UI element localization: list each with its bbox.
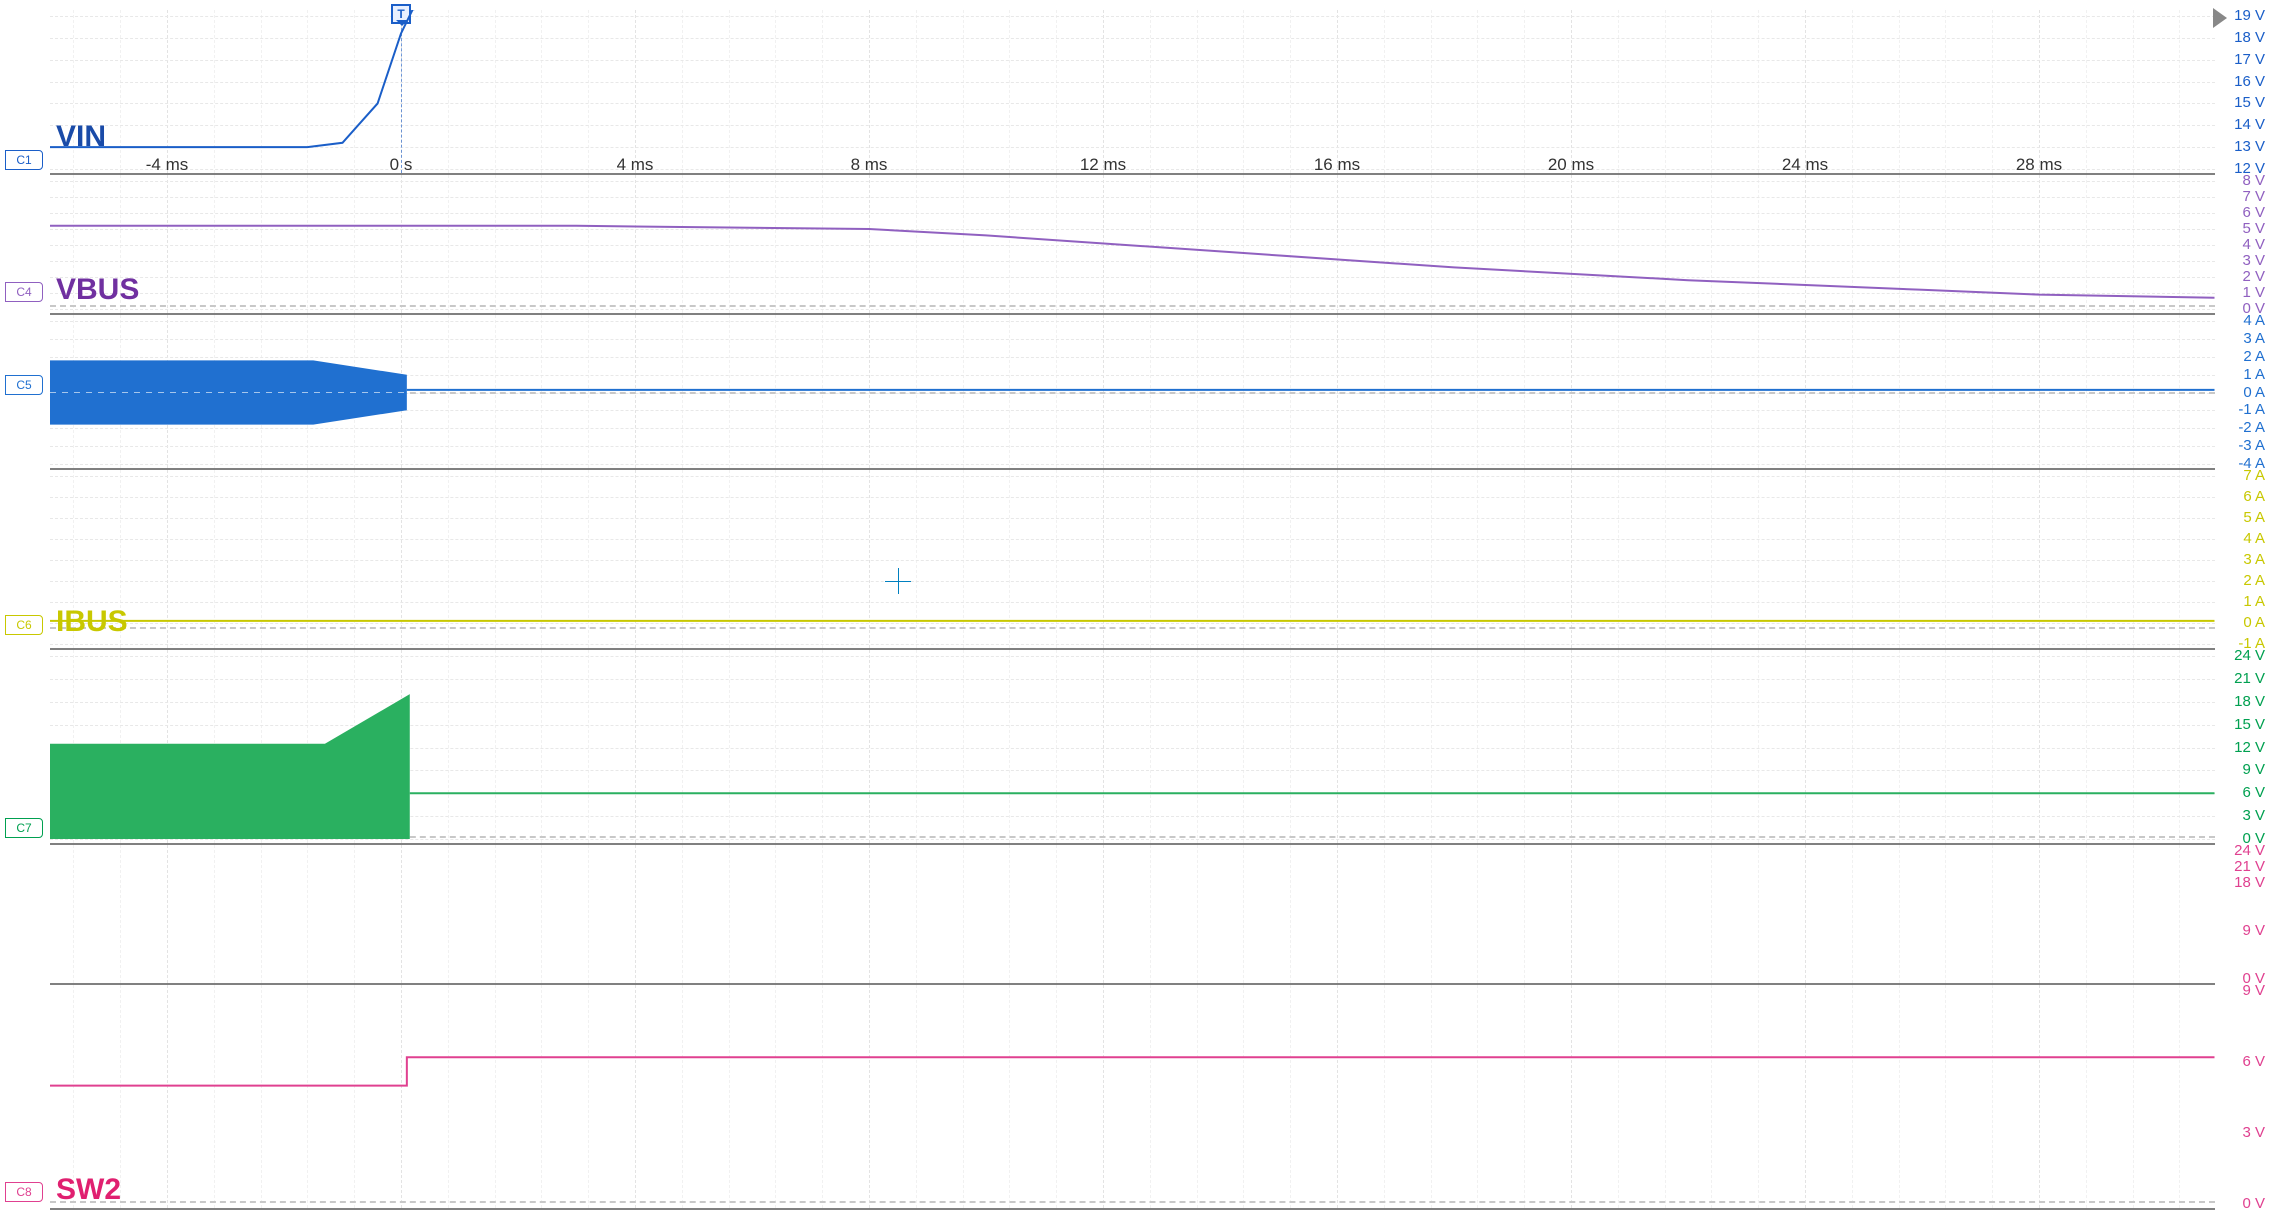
- y-tick: 3 A: [2221, 330, 2265, 347]
- y-tick: 14 V: [2221, 116, 2265, 133]
- y-tick: 21 V: [2221, 670, 2265, 687]
- trace-sw1: [50, 650, 2215, 845]
- y-tick: 2 A: [2221, 572, 2265, 589]
- channel-badge-c7[interactable]: C7: [5, 818, 43, 838]
- y-tick: 3 V: [2221, 252, 2265, 269]
- y-tick: 24 V: [2221, 842, 2265, 859]
- right-overflow-arrow: [2213, 8, 2227, 28]
- panel-ibus: -1 A0 A1 A2 A3 A4 A5 A6 A7 AC6IBUS: [50, 470, 2215, 650]
- y-tick: 24 V: [2221, 647, 2265, 664]
- y-tick: 13 V: [2221, 138, 2265, 155]
- y-tick: -1 A: [2221, 401, 2265, 418]
- y-tick: 15 V: [2221, 716, 2265, 733]
- y-tick: 3 V: [2221, 1124, 2265, 1141]
- channel-badge-c4[interactable]: C4: [5, 282, 43, 302]
- y-tick: 4 V: [2221, 236, 2265, 253]
- panel-spacer: 24 V21 V18 V9 V0 V: [50, 845, 2215, 985]
- y-tick: 8 V: [2221, 172, 2265, 189]
- y-tick: -3 A: [2221, 437, 2265, 454]
- cursor-crosshair[interactable]: [885, 568, 911, 594]
- y-tick: 3 A: [2221, 551, 2265, 568]
- y-tick: 6 V: [2221, 784, 2265, 801]
- y-tick: 0 A: [2221, 614, 2265, 631]
- panel-vbus: 0 V1 V2 V3 V4 V5 V6 V7 V8 VC4VBUS: [50, 175, 2215, 315]
- y-tick: 9 V: [2221, 982, 2265, 999]
- y-tick: 9 V: [2221, 761, 2265, 778]
- y-tick: 6 V: [2221, 204, 2265, 221]
- y-tick: 18 V: [2221, 693, 2265, 710]
- trace-ibus: [50, 470, 2215, 650]
- y-tick: 3 V: [2221, 807, 2265, 824]
- y-tick: 4 A: [2221, 312, 2265, 329]
- y-tick: 0 A: [2221, 384, 2265, 401]
- y-tick: 16 V: [2221, 73, 2265, 90]
- y-tick: 15 V: [2221, 94, 2265, 111]
- channel-badge-c6[interactable]: C6: [5, 615, 43, 635]
- oscilloscope-plot: 12 V13 V14 V15 V16 V17 V18 V19 VC1VIN-4 …: [50, 10, 2215, 1210]
- channel-badge-c1[interactable]: C1: [5, 150, 43, 170]
- y-tick: 2 V: [2221, 268, 2265, 285]
- y-tick: 6 A: [2221, 488, 2265, 505]
- y-tick: 17 V: [2221, 51, 2265, 68]
- panel-vin: 12 V13 V14 V15 V16 V17 V18 V19 VC1VIN-4 …: [50, 10, 2215, 175]
- panel-sw2: 9 V6 V3 V0 VC8SW2: [50, 985, 2215, 1210]
- y-tick: 6 V: [2221, 1053, 2265, 1070]
- y-tick: 18 V: [2221, 29, 2265, 46]
- y-tick: 19 V: [2221, 7, 2265, 24]
- y-tick: 1 A: [2221, 366, 2265, 383]
- y-tick: -2 A: [2221, 419, 2265, 436]
- y-tick: 1 A: [2221, 593, 2265, 610]
- y-tick: 5 A: [2221, 509, 2265, 526]
- trace-iin: [50, 315, 2215, 470]
- y-tick: 2 A: [2221, 348, 2265, 365]
- y-tick: 18 V: [2221, 874, 2265, 891]
- panel-iin: -4 A-3 A-2 A-1 A0 A1 A2 A3 A4 AC5: [50, 315, 2215, 470]
- y-tick: 5 V: [2221, 220, 2265, 237]
- y-tick: 4 A: [2221, 530, 2265, 547]
- y-tick: 21 V: [2221, 858, 2265, 875]
- y-tick: 7 A: [2221, 467, 2265, 484]
- y-tick: 12 V: [2221, 739, 2265, 756]
- trace-vin: [50, 10, 2215, 175]
- y-tick: 7 V: [2221, 188, 2265, 205]
- trace-sw2: [50, 985, 2215, 1210]
- trace-vbus: [50, 175, 2215, 315]
- y-tick: 1 V: [2221, 284, 2265, 301]
- y-tick: 0 V: [2221, 1195, 2265, 1212]
- panel-sw1: 0 V3 V6 V9 V12 V15 V18 V21 V24 VC7SW1: [50, 650, 2215, 845]
- channel-badge-c5[interactable]: C5: [5, 375, 43, 395]
- channel-badge-c8[interactable]: C8: [5, 1182, 43, 1202]
- y-tick: 9 V: [2221, 922, 2265, 939]
